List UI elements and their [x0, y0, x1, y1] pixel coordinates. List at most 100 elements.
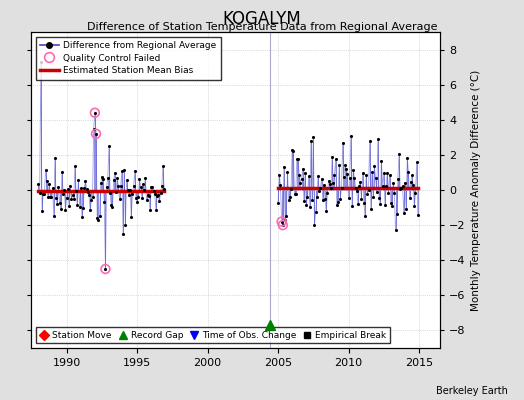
Point	[43, 194, 52, 200]
Point	[153, 193, 161, 200]
Point	[329, 180, 337, 186]
Point	[96, 180, 105, 186]
Point	[370, 163, 378, 170]
Point	[359, 200, 368, 206]
Point	[391, 227, 400, 234]
Point	[125, 192, 133, 198]
Point	[285, 196, 293, 203]
Point	[303, 194, 312, 200]
Point	[388, 203, 396, 209]
Point	[315, 187, 323, 194]
Point	[87, 197, 95, 204]
Point	[70, 196, 78, 202]
Point	[409, 181, 417, 188]
Point	[41, 167, 50, 173]
Point	[95, 213, 104, 220]
Point	[327, 185, 335, 192]
Point	[316, 185, 324, 192]
Point	[307, 138, 315, 144]
Point	[348, 202, 356, 209]
Point	[283, 168, 292, 175]
Point	[328, 154, 336, 160]
Point	[277, 218, 286, 225]
Point	[124, 186, 132, 193]
Point	[72, 188, 80, 194]
Point	[400, 210, 408, 216]
Point	[81, 178, 90, 184]
Point	[357, 196, 366, 202]
Point	[108, 204, 117, 210]
Point	[132, 194, 140, 201]
Point	[291, 191, 300, 197]
Point	[134, 194, 143, 201]
Point	[158, 182, 166, 189]
Point	[102, 183, 111, 190]
Point	[302, 202, 310, 208]
Point	[105, 143, 113, 149]
Point	[349, 166, 357, 173]
Point	[363, 190, 372, 197]
Point	[366, 138, 374, 144]
Point	[113, 174, 122, 181]
Point	[403, 155, 411, 162]
Point	[352, 184, 360, 191]
Point	[139, 181, 147, 187]
Point	[145, 193, 153, 199]
Point	[356, 179, 365, 185]
Point	[99, 176, 107, 182]
Point	[160, 185, 168, 192]
Point	[396, 185, 405, 192]
Point	[301, 170, 309, 176]
Point	[389, 180, 397, 186]
Point	[341, 162, 349, 168]
Point	[136, 183, 145, 190]
Point	[100, 199, 108, 205]
Point	[74, 177, 83, 183]
Point	[311, 208, 320, 215]
Point	[79, 205, 88, 212]
Point	[40, 191, 49, 197]
Point	[381, 202, 389, 208]
Point	[308, 196, 316, 203]
Point	[146, 207, 154, 213]
Point	[154, 192, 162, 198]
Point	[138, 195, 146, 201]
Point	[155, 198, 163, 205]
Point	[401, 180, 409, 186]
Point	[130, 168, 139, 175]
Point	[152, 206, 160, 213]
Point	[126, 186, 134, 193]
Point	[60, 187, 69, 193]
Point	[374, 136, 382, 142]
Point	[354, 201, 362, 207]
Point	[340, 173, 348, 180]
Point	[406, 195, 414, 201]
Point	[148, 184, 157, 191]
Point	[62, 195, 71, 201]
Point	[97, 174, 106, 180]
Text: KOGALYM: KOGALYM	[223, 10, 301, 28]
Point	[58, 168, 66, 175]
Point	[121, 222, 129, 228]
Point	[288, 146, 297, 153]
Point	[52, 195, 60, 202]
Point	[337, 185, 346, 191]
Point	[398, 183, 407, 189]
Point	[80, 185, 89, 192]
Text: Berkeley Earth: Berkeley Earth	[436, 386, 508, 396]
Point	[332, 156, 340, 162]
Point	[323, 190, 332, 196]
Point	[384, 190, 392, 196]
Point	[376, 201, 385, 208]
Point	[313, 194, 321, 201]
Point	[77, 185, 85, 191]
Point	[277, 218, 286, 225]
Point	[324, 178, 333, 184]
Point	[93, 215, 102, 221]
Point	[407, 178, 415, 185]
Point	[39, 191, 47, 197]
Point	[149, 188, 158, 194]
Point	[299, 166, 307, 172]
Point	[318, 176, 326, 182]
Point	[382, 183, 390, 189]
